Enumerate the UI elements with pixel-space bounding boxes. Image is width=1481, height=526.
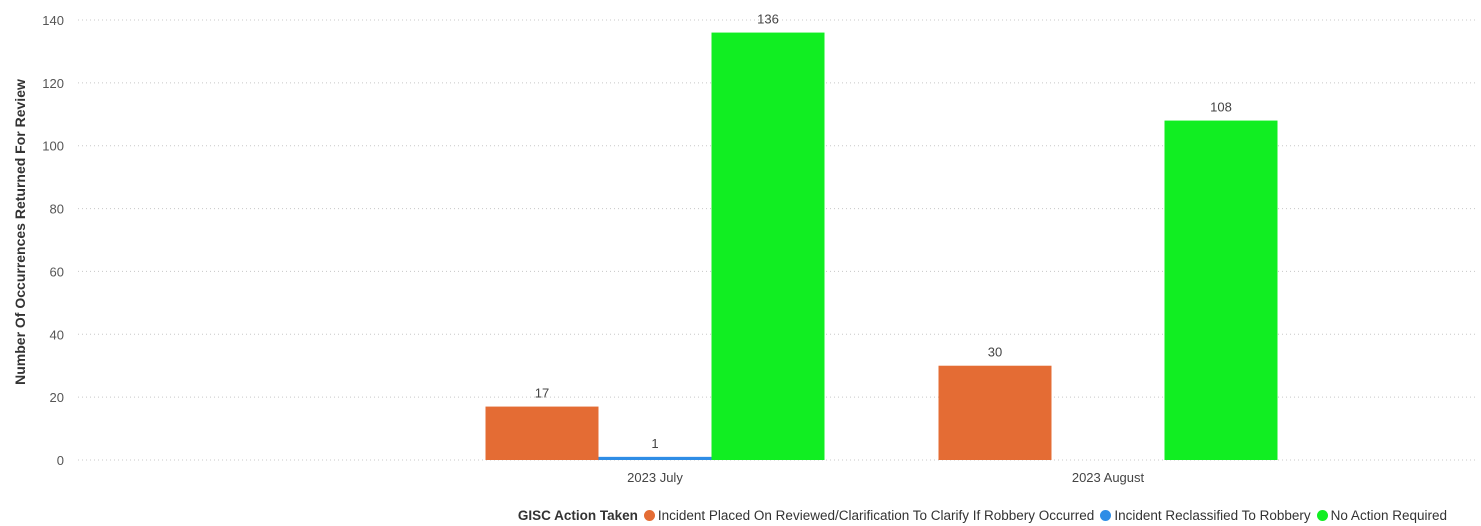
legend-swatch — [643, 509, 655, 521]
data-label: 30 — [988, 345, 1002, 360]
x-category-label: 2023 July — [627, 470, 683, 485]
y-tick-label: 40 — [50, 327, 64, 342]
legend: GISC Action Taken Incident Placed On Rev… — [0, 504, 1481, 526]
y-tick-label: 20 — [50, 390, 64, 405]
y-axis-label: Number Of Occurrences Returned For Revie… — [12, 79, 28, 385]
data-label: 136 — [757, 12, 779, 27]
y-tick-label: 80 — [50, 202, 64, 217]
bar — [1164, 120, 1278, 461]
y-tick-label: 60 — [50, 264, 64, 279]
y-tick-label: 100 — [42, 139, 64, 154]
legend-label: Incident Placed On Reviewed/Clarificatio… — [657, 507, 1095, 523]
legend-items: Incident Placed On Reviewed/Clarificatio… — [643, 507, 1453, 523]
legend-label: No Action Required — [1330, 507, 1447, 523]
bars — [485, 32, 1278, 461]
legend-label: Incident Reclassified To Robbery — [1114, 507, 1311, 523]
y-tick-label: 0 — [57, 453, 64, 468]
legend-item: Incident Reclassified To Robbery — [1100, 507, 1311, 523]
legend-swatch — [1100, 509, 1112, 521]
y-axis-ticks: 0 20 40 60 80 100 120 140 — [42, 13, 64, 468]
bar-chart: 0 20 40 60 80 100 120 140 17 1 136 30 108 2023 July… — [12, 12, 1475, 485]
legend-title: GISC Action Taken — [517, 507, 638, 523]
y-tick-label: 120 — [42, 76, 64, 91]
bar — [938, 365, 1052, 460]
data-label: 17 — [535, 386, 549, 401]
legend-swatch — [1316, 509, 1328, 521]
legend-item: No Action Required — [1316, 507, 1447, 523]
x-axis-categories: 2023 July 2023 August — [627, 470, 1144, 485]
data-label: 108 — [1210, 100, 1232, 115]
y-tick-label: 140 — [42, 13, 64, 28]
data-labels: 17 1 136 30 108 — [535, 12, 1232, 451]
x-category-label: 2023 August — [1072, 470, 1145, 485]
bar — [711, 32, 825, 460]
bar — [485, 406, 599, 460]
data-label: 1 — [651, 436, 658, 451]
legend-item: Incident Placed On Reviewed/Clarificatio… — [643, 507, 1095, 523]
bar — [598, 456, 712, 460]
